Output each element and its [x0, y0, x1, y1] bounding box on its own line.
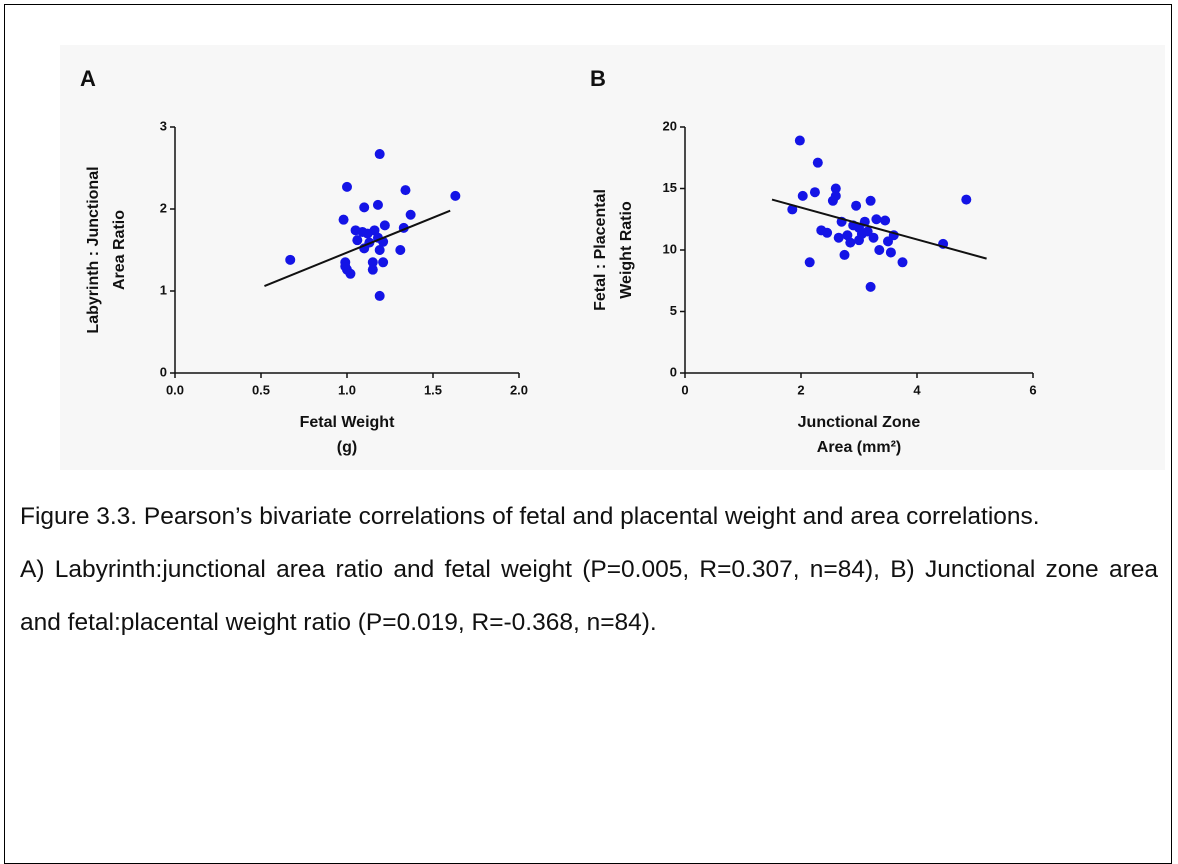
- data-point: [450, 190, 461, 201]
- x-tick-label: 0: [681, 382, 688, 397]
- data-point: [372, 199, 383, 210]
- y-axis-label: Weight Ratio: [618, 201, 635, 299]
- y-tick-label: 0: [670, 364, 677, 379]
- data-point: [794, 135, 805, 146]
- data-point: [400, 185, 411, 196]
- y-axis-label: Area Ratio: [111, 210, 128, 290]
- x-tick-label: 1.5: [424, 382, 442, 397]
- data-point: [378, 257, 389, 268]
- data-point: [374, 290, 385, 301]
- x-tick-label: 6: [1029, 382, 1036, 397]
- fit-line: [264, 209, 451, 288]
- x-tick-label: 0.0: [166, 382, 184, 397]
- data-point: [812, 157, 823, 168]
- x-tick-label: 1.0: [338, 382, 356, 397]
- data-point: [395, 245, 406, 255]
- x-axis-label: Area (mm²): [817, 439, 901, 456]
- data-point: [885, 247, 896, 258]
- caption: Figure 3.3. Pearson’s bivariate correlat…: [20, 490, 1158, 649]
- y-tick-label: 2: [160, 200, 167, 215]
- y-tick-label: 10: [663, 241, 677, 256]
- data-point: [865, 281, 876, 292]
- data-point: [880, 215, 891, 226]
- x-axis-label: Junctional Zone: [798, 414, 921, 431]
- data-point: [787, 204, 798, 215]
- y-tick-label: 3: [160, 118, 167, 133]
- data-point: [874, 245, 885, 255]
- data-point: [871, 214, 882, 225]
- data-point: [374, 149, 385, 160]
- data-point: [804, 257, 815, 268]
- data-point: [833, 232, 844, 243]
- data-point: [797, 190, 808, 201]
- y-axis-label: Labyrinth : Junctional: [85, 166, 102, 333]
- x-tick-label: 2.0: [510, 382, 528, 397]
- data-point: [897, 257, 908, 268]
- data-point: [851, 200, 862, 211]
- data-point: [830, 183, 841, 194]
- data-point: [367, 257, 378, 268]
- y-axis-label: Fetal : Placental: [592, 189, 609, 311]
- panel-label: B: [590, 66, 606, 91]
- data-point: [338, 214, 349, 225]
- panel-label: A: [80, 66, 96, 91]
- data-point: [374, 245, 385, 255]
- data-point: [379, 220, 390, 231]
- data-point: [830, 190, 841, 201]
- data-point: [865, 195, 876, 206]
- x-tick-label: 2: [797, 382, 804, 397]
- x-axis-label: Fetal Weight: [300, 414, 395, 431]
- data-point: [809, 187, 820, 198]
- data-point: [961, 194, 972, 205]
- y-tick-label: 20: [663, 118, 677, 133]
- y-tick-label: 0: [160, 364, 167, 379]
- data-point: [845, 237, 856, 248]
- figure: A 0 1 2 3 0.0 0.5 1.0 1.5 2.0 Labyrinth : Junction…: [60, 45, 1165, 470]
- data-point: [868, 232, 879, 243]
- data-point: [342, 181, 352, 192]
- caption-body: A) Labyrinth:junctional area ratio and f…: [20, 556, 1158, 636]
- data-point: [352, 235, 363, 246]
- data-point: [822, 227, 833, 238]
- data-point: [367, 264, 378, 275]
- caption-title: Figure 3.3. Pearson’s bivariate correlat…: [20, 503, 1040, 530]
- data-point: [340, 261, 351, 272]
- data-point: [405, 209, 416, 220]
- data-point: [839, 249, 850, 260]
- data-point: [345, 268, 356, 279]
- x-axis-label: (g): [337, 439, 357, 456]
- x-tick-label: 0.5: [252, 382, 270, 397]
- y-tick-label: 15: [663, 180, 677, 195]
- data-point: [359, 202, 370, 213]
- fit-line: [771, 198, 987, 260]
- y-tick-label: 5: [670, 303, 677, 318]
- y-tick-label: 1: [160, 282, 167, 297]
- x-tick-label: 4: [913, 382, 921, 397]
- figure-background: [60, 45, 1165, 470]
- data-point: [285, 254, 296, 265]
